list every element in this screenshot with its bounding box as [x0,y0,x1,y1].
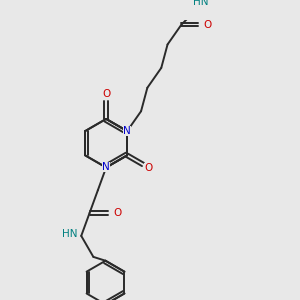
Text: HN: HN [62,229,78,239]
Text: O: O [204,20,212,30]
Text: HN: HN [193,0,208,7]
Text: O: O [144,163,152,172]
Text: O: O [113,208,121,218]
Text: N: N [123,126,131,136]
Text: O: O [102,89,110,99]
Text: N: N [102,163,110,172]
